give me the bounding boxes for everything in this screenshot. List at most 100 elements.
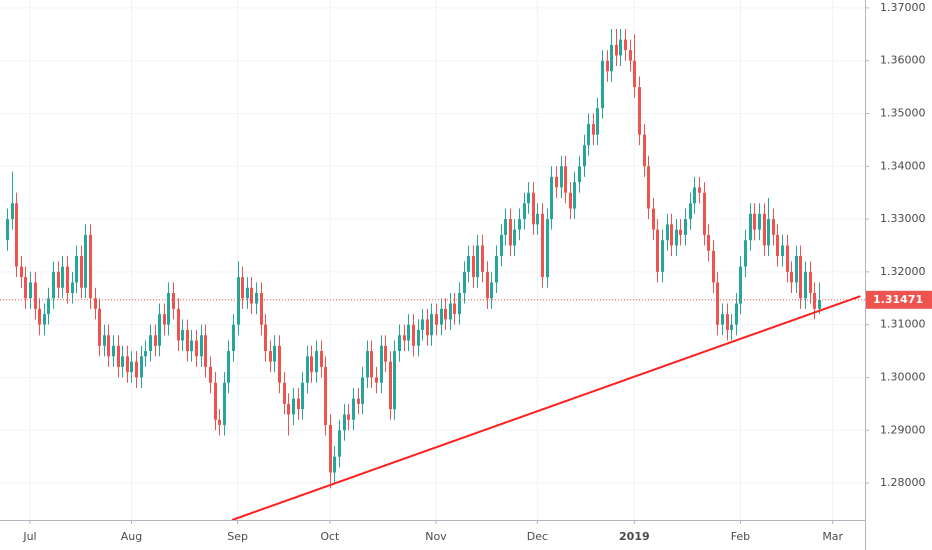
- candle-body: [380, 345, 383, 383]
- candle-body: [569, 192, 572, 209]
- candle-body: [453, 303, 456, 315]
- candle-body: [158, 314, 161, 346]
- candle-body: [80, 256, 83, 288]
- candle-body: [241, 277, 244, 299]
- x-tick-label: Mar: [822, 530, 843, 543]
- candle-body: [661, 240, 664, 272]
- candle-body: [195, 340, 198, 357]
- candle-body: [375, 377, 378, 383]
- candle-body: [772, 219, 775, 235]
- candle-body: [264, 324, 267, 352]
- candle-body: [426, 319, 429, 336]
- candle-body: [200, 335, 203, 357]
- candle-body: [283, 382, 286, 404]
- x-tick-label: Dec: [527, 530, 548, 543]
- candle-body: [703, 192, 706, 235]
- candle-body: [361, 377, 364, 404]
- candle-body: [804, 271, 807, 299]
- candle-body: [214, 382, 217, 420]
- candle-body: [393, 351, 396, 410]
- candle-body: [75, 256, 78, 283]
- plot-area: [0, 29, 865, 521]
- y-tick-label: 1.35000: [880, 107, 926, 120]
- candle-body: [204, 335, 207, 367]
- candle-body: [809, 271, 812, 293]
- candle-body: [500, 234, 503, 257]
- candle-body: [144, 351, 147, 357]
- candle-body: [112, 345, 115, 357]
- y-tick-label: 1.37000: [880, 1, 926, 14]
- candle-body: [273, 345, 276, 362]
- candle-body: [324, 366, 327, 425]
- candle-body: [619, 39, 622, 56]
- candle-body: [749, 213, 752, 241]
- candle-body: [250, 287, 253, 304]
- candle-body: [666, 224, 669, 241]
- candle-body: [430, 314, 433, 336]
- candle-body: [57, 271, 60, 288]
- candle-body: [587, 124, 590, 146]
- candle-body: [490, 282, 493, 299]
- candle-body: [684, 219, 687, 235]
- grid: [0, 0, 865, 520]
- candle-body: [163, 314, 166, 325]
- candle-body: [767, 219, 770, 246]
- candle-body: [638, 87, 641, 135]
- candle-body: [338, 430, 341, 457]
- candle-body: [417, 329, 420, 346]
- candle-body: [606, 60, 609, 72]
- candle-body: [592, 124, 595, 135]
- candle-body: [546, 219, 549, 278]
- candle-body: [260, 292, 263, 325]
- candle-body: [523, 203, 526, 220]
- candle-body: [486, 271, 489, 299]
- candle-body: [541, 213, 544, 278]
- candle-body: [504, 219, 507, 235]
- candle-body: [232, 324, 235, 352]
- candle-body: [343, 414, 346, 431]
- candle-body: [656, 229, 659, 272]
- candle-body: [652, 208, 655, 230]
- candle-body: [629, 50, 632, 61]
- candle-body: [310, 356, 313, 373]
- candle-body: [121, 356, 124, 367]
- candle-body: [758, 213, 761, 230]
- candle-body: [407, 324, 410, 341]
- candle-body: [624, 39, 627, 51]
- candle-body: [753, 213, 756, 230]
- candle-body: [739, 266, 742, 304]
- candle-body: [509, 219, 512, 246]
- candle-body: [209, 366, 212, 383]
- candle-body: [463, 271, 466, 293]
- candle-body: [135, 361, 138, 378]
- axes: 1.28000 1.29000 1.30000 1.31000 1.32000 1.330…: [22, 1, 932, 543]
- candle-body: [398, 335, 401, 352]
- x-tick-label: 2019: [619, 530, 650, 543]
- candle-body: [24, 277, 27, 299]
- candle-body: [518, 219, 521, 230]
- candle-body: [578, 166, 581, 183]
- candle-body: [43, 314, 46, 325]
- candle-body: [269, 351, 272, 362]
- candle-body: [117, 345, 120, 367]
- candle-body: [689, 203, 692, 220]
- candle-body: [596, 108, 599, 135]
- candle-body: [71, 282, 74, 293]
- candle-body: [527, 192, 530, 204]
- candle-body: [107, 335, 110, 357]
- last-price-label: 1.31471: [873, 293, 923, 306]
- candle-body: [476, 245, 479, 278]
- candle-body: [412, 324, 415, 346]
- candle-body: [167, 292, 170, 325]
- candle-body: [6, 219, 9, 241]
- candle-body: [181, 329, 184, 341]
- x-tick-label: Jul: [22, 530, 36, 543]
- candle-body: [172, 292, 175, 309]
- candle-body: [679, 229, 682, 235]
- candle-body: [306, 356, 309, 383]
- candle-body: [301, 382, 304, 410]
- candle-body: [389, 361, 392, 410]
- candle-body: [61, 266, 64, 288]
- candle-body: [601, 60, 604, 109]
- candle-body: [435, 314, 438, 325]
